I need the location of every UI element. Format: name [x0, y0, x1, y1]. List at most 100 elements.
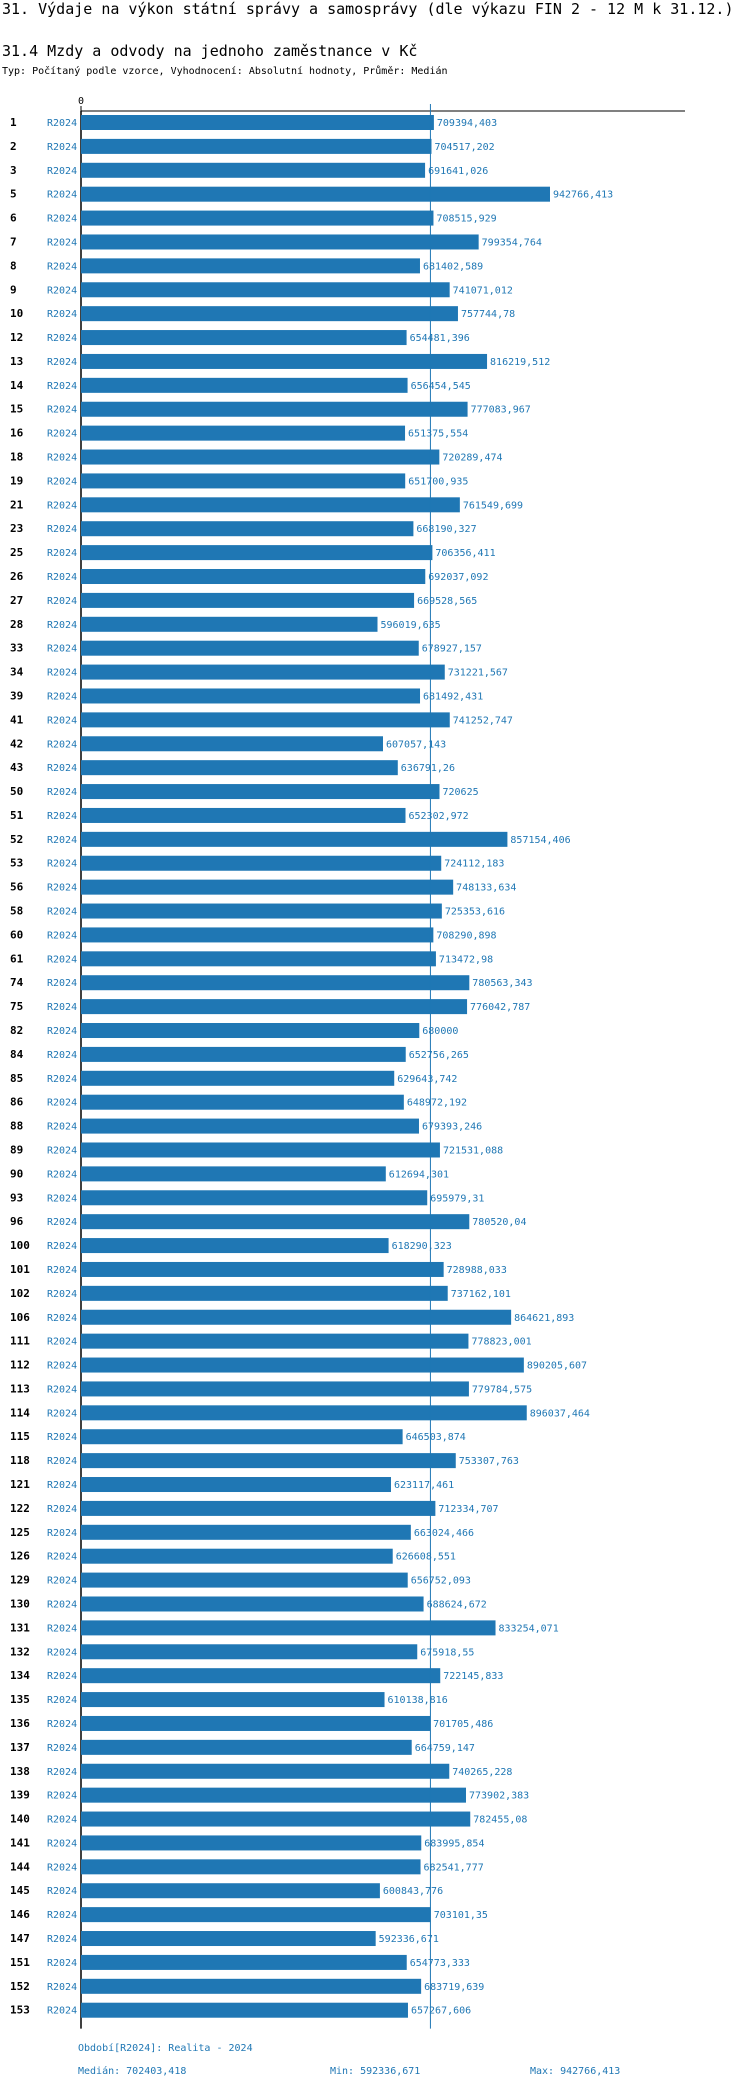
value-label: 668190,327 — [416, 524, 476, 535]
series-label: R2024 — [47, 1504, 77, 1515]
value-label: 708515,929 — [436, 214, 496, 225]
series-label: R2024 — [47, 1576, 77, 1587]
bar — [81, 425, 406, 441]
category-label: 122 — [10, 1502, 30, 1515]
series-label: R2024 — [47, 1217, 77, 1228]
x-axis-tick-label: 0 — [78, 96, 84, 107]
value-label: 678927,157 — [422, 644, 482, 655]
category-label: 41 — [10, 713, 24, 726]
series-label: R2024 — [47, 763, 77, 774]
value-label: 706356,411 — [435, 548, 495, 559]
category-label: 13 — [10, 355, 23, 368]
value-label: 596019,635 — [381, 620, 441, 631]
value-label: 623117,461 — [394, 1480, 454, 1491]
value-label: 864621,893 — [514, 1313, 574, 1324]
value-label: 654773,333 — [410, 1958, 470, 1969]
category-label: 82 — [10, 1024, 23, 1037]
series-label: R2024 — [47, 811, 77, 822]
bar — [81, 1429, 403, 1445]
bar — [81, 903, 442, 919]
series-label: R2024 — [47, 1934, 77, 1945]
bar-chart: 0 1 R2024 709394,403 2 R2024 704517,202 3 R2024 6… — [10, 96, 685, 2029]
value-label: 720289,474 — [442, 453, 502, 464]
bar — [81, 1381, 469, 1397]
bar — [81, 1620, 496, 1636]
value-label: 778823,001 — [471, 1337, 531, 1348]
category-label: 6 — [10, 212, 17, 225]
value-label: 651375,554 — [408, 429, 468, 440]
value-label: 780563,343 — [472, 978, 532, 989]
category-label: 1 — [10, 116, 17, 129]
value-label: 610138,816 — [388, 1695, 448, 1706]
bar — [81, 234, 479, 250]
category-label: 10 — [10, 307, 23, 320]
category-label: 23 — [10, 522, 23, 535]
value-label: 626608,551 — [396, 1552, 456, 1563]
category-label: 39 — [10, 689, 23, 702]
series-label: R2024 — [47, 787, 77, 798]
category-label: 100 — [10, 1239, 30, 1252]
value-label: 761549,699 — [463, 500, 523, 511]
value-label: 740265,228 — [452, 1767, 512, 1778]
value-label: 691641,026 — [428, 166, 488, 177]
value-label: 721531,088 — [443, 1145, 503, 1156]
category-label: 146 — [10, 1908, 30, 1921]
value-label: 942766,413 — [553, 190, 613, 201]
series-label: R2024 — [47, 453, 77, 464]
series-label: R2024 — [47, 572, 77, 583]
category-label: 112 — [10, 1359, 30, 1372]
category-label: 129 — [10, 1574, 30, 1587]
category-label: 18 — [10, 451, 23, 464]
value-label: 664759,147 — [415, 1743, 475, 1754]
series-label: R2024 — [47, 644, 77, 655]
category-label: 145 — [10, 1884, 30, 1897]
category-label: 9 — [10, 283, 17, 296]
bar — [81, 927, 434, 943]
value-label: 722145,833 — [443, 1671, 503, 1682]
series-label: R2024 — [47, 1599, 77, 1610]
category-label: 115 — [10, 1430, 30, 1443]
bar — [81, 1907, 431, 1923]
series-label: R2024 — [47, 978, 77, 989]
series-label: R2024 — [47, 1552, 77, 1563]
value-label: 592336,671 — [379, 1934, 439, 1945]
category-label: 141 — [10, 1836, 30, 1849]
series-label: R2024 — [47, 668, 77, 679]
series-label: R2024 — [47, 1408, 77, 1419]
series-label: R2024 — [47, 1743, 77, 1754]
category-label: 2 — [10, 140, 17, 153]
bar — [81, 521, 414, 537]
series-label: R2024 — [47, 1050, 77, 1061]
category-label: 53 — [10, 857, 23, 870]
value-label: 741252,747 — [453, 715, 513, 726]
value-label: 708290,898 — [436, 930, 496, 941]
bar — [81, 1046, 406, 1062]
category-label: 111 — [10, 1335, 30, 1348]
series-label: R2024 — [47, 1265, 77, 1276]
value-label: 704517,202 — [434, 142, 494, 153]
category-label: 138 — [10, 1765, 30, 1778]
series-label: R2024 — [47, 596, 77, 607]
category-label: 5 — [10, 188, 17, 201]
value-label: 780520,04 — [472, 1217, 526, 1228]
value-label: 896037,464 — [530, 1408, 590, 1419]
bar — [81, 616, 378, 632]
category-label: 90 — [10, 1167, 23, 1180]
series-label: R2024 — [47, 907, 77, 918]
series-label: R2024 — [47, 1169, 77, 1180]
series-label: R2024 — [47, 1910, 77, 1921]
bar — [81, 1978, 422, 1994]
series-label: R2024 — [47, 1313, 77, 1324]
bar — [81, 640, 419, 656]
value-label: 748133,634 — [456, 883, 516, 894]
series-label: R2024 — [47, 1982, 77, 1993]
series-label: R2024 — [47, 166, 77, 177]
series-label: R2024 — [47, 1384, 77, 1395]
series-label: R2024 — [47, 930, 77, 941]
bar — [81, 330, 407, 346]
series-label: R2024 — [47, 620, 77, 631]
category-label: 42 — [10, 737, 23, 750]
category-label: 19 — [10, 474, 23, 487]
bar — [81, 377, 408, 393]
bar — [81, 1285, 448, 1301]
